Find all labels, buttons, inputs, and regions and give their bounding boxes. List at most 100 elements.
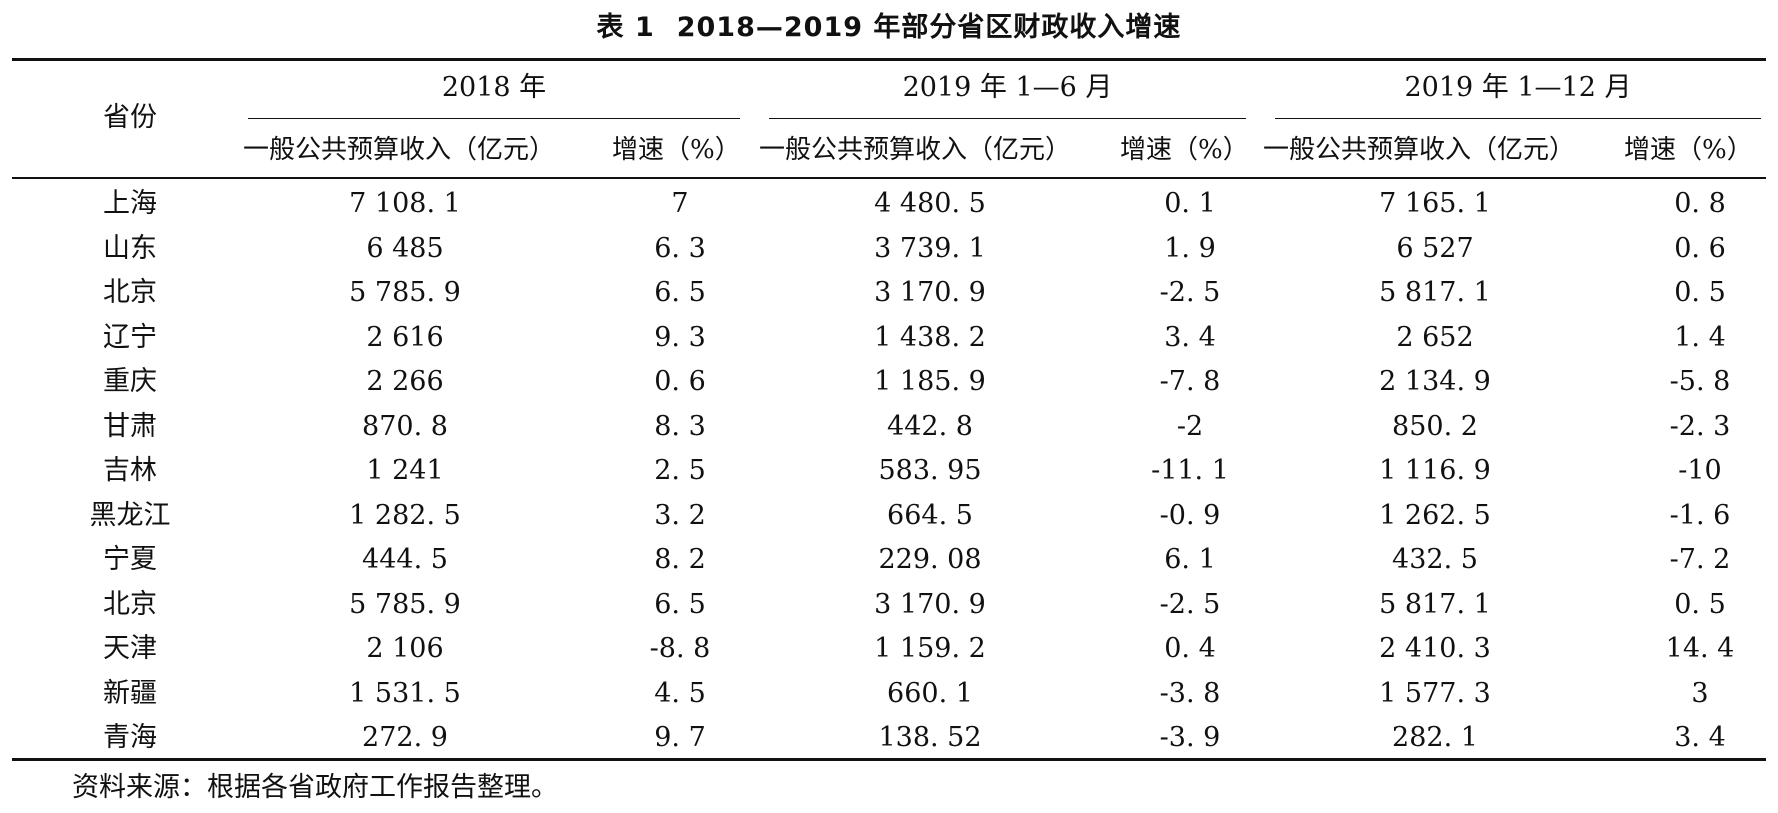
cell-growth-2018: 8. 2 bbox=[654, 544, 706, 575]
cell-revenue-2019-h1: 660. 1 bbox=[887, 677, 973, 709]
cell-revenue-2019-h1: 3 170. 9 bbox=[874, 277, 986, 308]
cell-growth-2019-full: -2. 3 bbox=[1669, 410, 1731, 442]
cell-revenue-2019-full: 6 527 bbox=[1396, 232, 1474, 264]
cell-growth-2018: -8. 8 bbox=[649, 633, 711, 664]
cell-revenue-2019-full: 1 577. 3 bbox=[1379, 677, 1491, 709]
cell-revenue-2018: 1 282. 5 bbox=[349, 499, 461, 531]
table-body: 上海 7 108. 1 7 4 480. 5 0. 1 7 165. 1 0. 8 山东 6 4… bbox=[0, 182, 1778, 761]
header-group-2019-h1: 2019 年 1—6 月 bbox=[902, 72, 1113, 103]
cell-revenue-2019-full: 2 134. 9 bbox=[1379, 366, 1491, 397]
table-row: 甘肃 870. 8 8. 3 442. 8 -2 850. 2 -2. 3 bbox=[0, 405, 1778, 450]
cell-growth-2019-h1: -2. 5 bbox=[1159, 588, 1221, 620]
table-row: 青海 272. 9 9. 7 138. 52 -3. 9 282. 1 3. 4 bbox=[0, 716, 1778, 761]
cell-revenue-2019-h1: 3 739. 1 bbox=[874, 232, 986, 264]
source-note: 资料来源：根据各省政府工作报告整理。 bbox=[72, 772, 558, 803]
cell-revenue-2019-full: 2 410. 3 bbox=[1379, 633, 1491, 664]
cell-revenue-2018: 2 106 bbox=[366, 633, 444, 664]
header-group-2019-full: 2019 年 1—12 月 bbox=[1404, 72, 1632, 103]
header-growth-2018: 增速（%） bbox=[612, 135, 741, 165]
cell-province: 北京 bbox=[103, 588, 157, 620]
cell-growth-2019-full: 0. 8 bbox=[1674, 188, 1726, 219]
cell-growth-2019-h1: -7. 8 bbox=[1159, 366, 1221, 397]
cell-growth-2018: 9. 7 bbox=[654, 722, 706, 753]
cell-growth-2019-full: 14. 4 bbox=[1665, 633, 1735, 664]
cell-revenue-2019-full: 432. 5 bbox=[1392, 544, 1478, 575]
cell-province: 吉林 bbox=[103, 455, 157, 486]
header-revenue-2018: 一般公共预算收入（亿元） bbox=[243, 135, 556, 165]
table-row: 宁夏 444. 5 8. 2 229. 08 6. 1 432. 5 -7. 2 bbox=[0, 538, 1778, 583]
table-row: 黑龙江 1 282. 5 3. 2 664. 5 -0. 9 1 262. 5 -1. 6 bbox=[0, 494, 1778, 539]
cell-growth-2019-full: 1. 4 bbox=[1674, 321, 1726, 353]
cell-revenue-2018: 870. 8 bbox=[362, 410, 448, 442]
cell-growth-2018: 2. 5 bbox=[654, 455, 706, 486]
header-growth-2019-h1: 增速（%） bbox=[1120, 135, 1249, 165]
cell-growth-2019-h1: 0. 1 bbox=[1164, 188, 1216, 219]
header-revenue-2019-h1: 一般公共预算收入（亿元） bbox=[759, 135, 1072, 165]
header-province: 省份 bbox=[103, 102, 157, 133]
cell-revenue-2019-full: 1 116. 9 bbox=[1379, 455, 1491, 486]
cell-growth-2019-h1: -11. 1 bbox=[1151, 455, 1229, 486]
cell-revenue-2019-h1: 442. 8 bbox=[887, 410, 973, 442]
cell-revenue-2018: 7 108. 1 bbox=[349, 188, 461, 219]
cell-growth-2019-h1: 6. 1 bbox=[1164, 544, 1216, 575]
cell-revenue-2019-h1: 1 438. 2 bbox=[874, 321, 986, 353]
header-revenue-2019-full: 一般公共预算收入（亿元） bbox=[1263, 135, 1576, 165]
bottom-rule bbox=[12, 758, 1766, 761]
cell-growth-2019-full: 3 bbox=[1691, 677, 1709, 709]
table-title: 表 1 2018—2019 年部分省区财政收入增速 bbox=[0, 8, 1778, 48]
cell-revenue-2019-full: 7 165. 1 bbox=[1379, 188, 1491, 219]
cell-growth-2019-h1: 3. 4 bbox=[1164, 321, 1216, 353]
cell-growth-2019-h1: -2 bbox=[1176, 410, 1204, 442]
cell-revenue-2019-full: 2 652 bbox=[1396, 321, 1474, 353]
table-title-text: 2018—2019 年部分省区财政收入增速 bbox=[676, 12, 1182, 43]
cell-revenue-2018: 1 531. 5 bbox=[349, 677, 461, 709]
cell-province: 上海 bbox=[103, 188, 157, 219]
cell-province: 黑龙江 bbox=[89, 499, 171, 531]
cell-province: 甘肃 bbox=[103, 410, 157, 442]
table-number: 表 1 bbox=[596, 12, 655, 43]
cell-growth-2018: 0. 6 bbox=[654, 366, 706, 397]
cell-revenue-2019-h1: 4 480. 5 bbox=[874, 188, 986, 219]
cell-revenue-2018: 6 485 bbox=[366, 232, 444, 264]
header-group-2018: 2018 年 bbox=[441, 72, 547, 103]
cell-growth-2019-h1: -3. 9 bbox=[1159, 722, 1221, 753]
cell-revenue-2018: 2 266 bbox=[366, 366, 444, 397]
cell-growth-2019-full: 0. 5 bbox=[1674, 588, 1726, 620]
cell-growth-2018: 6. 5 bbox=[654, 588, 706, 620]
cell-revenue-2018: 1 241 bbox=[366, 455, 444, 486]
cell-revenue-2019-h1: 583. 95 bbox=[878, 455, 982, 486]
cell-growth-2019-h1: -2. 5 bbox=[1159, 277, 1221, 308]
cell-revenue-2019-h1: 138. 52 bbox=[878, 722, 982, 753]
cell-growth-2019-full: 0. 6 bbox=[1674, 232, 1726, 264]
cell-province: 山东 bbox=[103, 232, 157, 264]
cell-growth-2018: 6. 3 bbox=[654, 232, 706, 264]
cell-growth-2019-h1: 0. 4 bbox=[1164, 633, 1216, 664]
cell-revenue-2019-h1: 1 159. 2 bbox=[874, 633, 986, 664]
table-row: 重庆 2 266 0. 6 1 185. 9 -7. 8 2 134. 9 -5. 8 bbox=[0, 360, 1778, 405]
cell-province: 辽宁 bbox=[103, 321, 157, 353]
cell-revenue-2018: 272. 9 bbox=[362, 722, 448, 753]
cell-revenue-2019-full: 1 262. 5 bbox=[1379, 499, 1491, 531]
cell-growth-2019-full: -10 bbox=[1678, 455, 1722, 486]
cell-growth-2018: 8. 3 bbox=[654, 410, 706, 442]
cell-revenue-2018: 2 616 bbox=[366, 321, 444, 353]
cell-province: 新疆 bbox=[103, 677, 157, 709]
cell-province: 青海 bbox=[103, 722, 157, 753]
table-row: 吉林 1 241 2. 5 583. 95 -11. 1 1 116. 9 -10 bbox=[0, 449, 1778, 494]
cell-growth-2018: 4. 5 bbox=[654, 677, 706, 709]
cell-growth-2019-full: 3. 4 bbox=[1674, 722, 1726, 753]
cell-growth-2019-h1: -0. 9 bbox=[1159, 499, 1221, 531]
table-row: 北京 5 785. 9 6. 5 3 170. 9 -2. 5 5 817. 1 0. 5 bbox=[0, 583, 1778, 628]
cell-growth-2018: 7 bbox=[671, 188, 689, 219]
cell-revenue-2019-h1: 3 170. 9 bbox=[874, 588, 986, 620]
cell-revenue-2018: 5 785. 9 bbox=[349, 277, 461, 308]
cell-revenue-2019-full: 5 817. 1 bbox=[1379, 588, 1491, 620]
top-rule bbox=[12, 58, 1766, 61]
cell-province: 宁夏 bbox=[103, 544, 157, 575]
cell-revenue-2019-full: 282. 1 bbox=[1392, 722, 1478, 753]
cell-revenue-2019-h1: 1 185. 9 bbox=[874, 366, 986, 397]
cell-revenue-2019-h1: 229. 08 bbox=[878, 544, 982, 575]
header-growth-2019-full: 增速（%） bbox=[1624, 135, 1753, 165]
group-rule-2019-full bbox=[1275, 118, 1761, 119]
table-row: 上海 7 108. 1 7 4 480. 5 0. 1 7 165. 1 0. 8 bbox=[0, 182, 1778, 227]
